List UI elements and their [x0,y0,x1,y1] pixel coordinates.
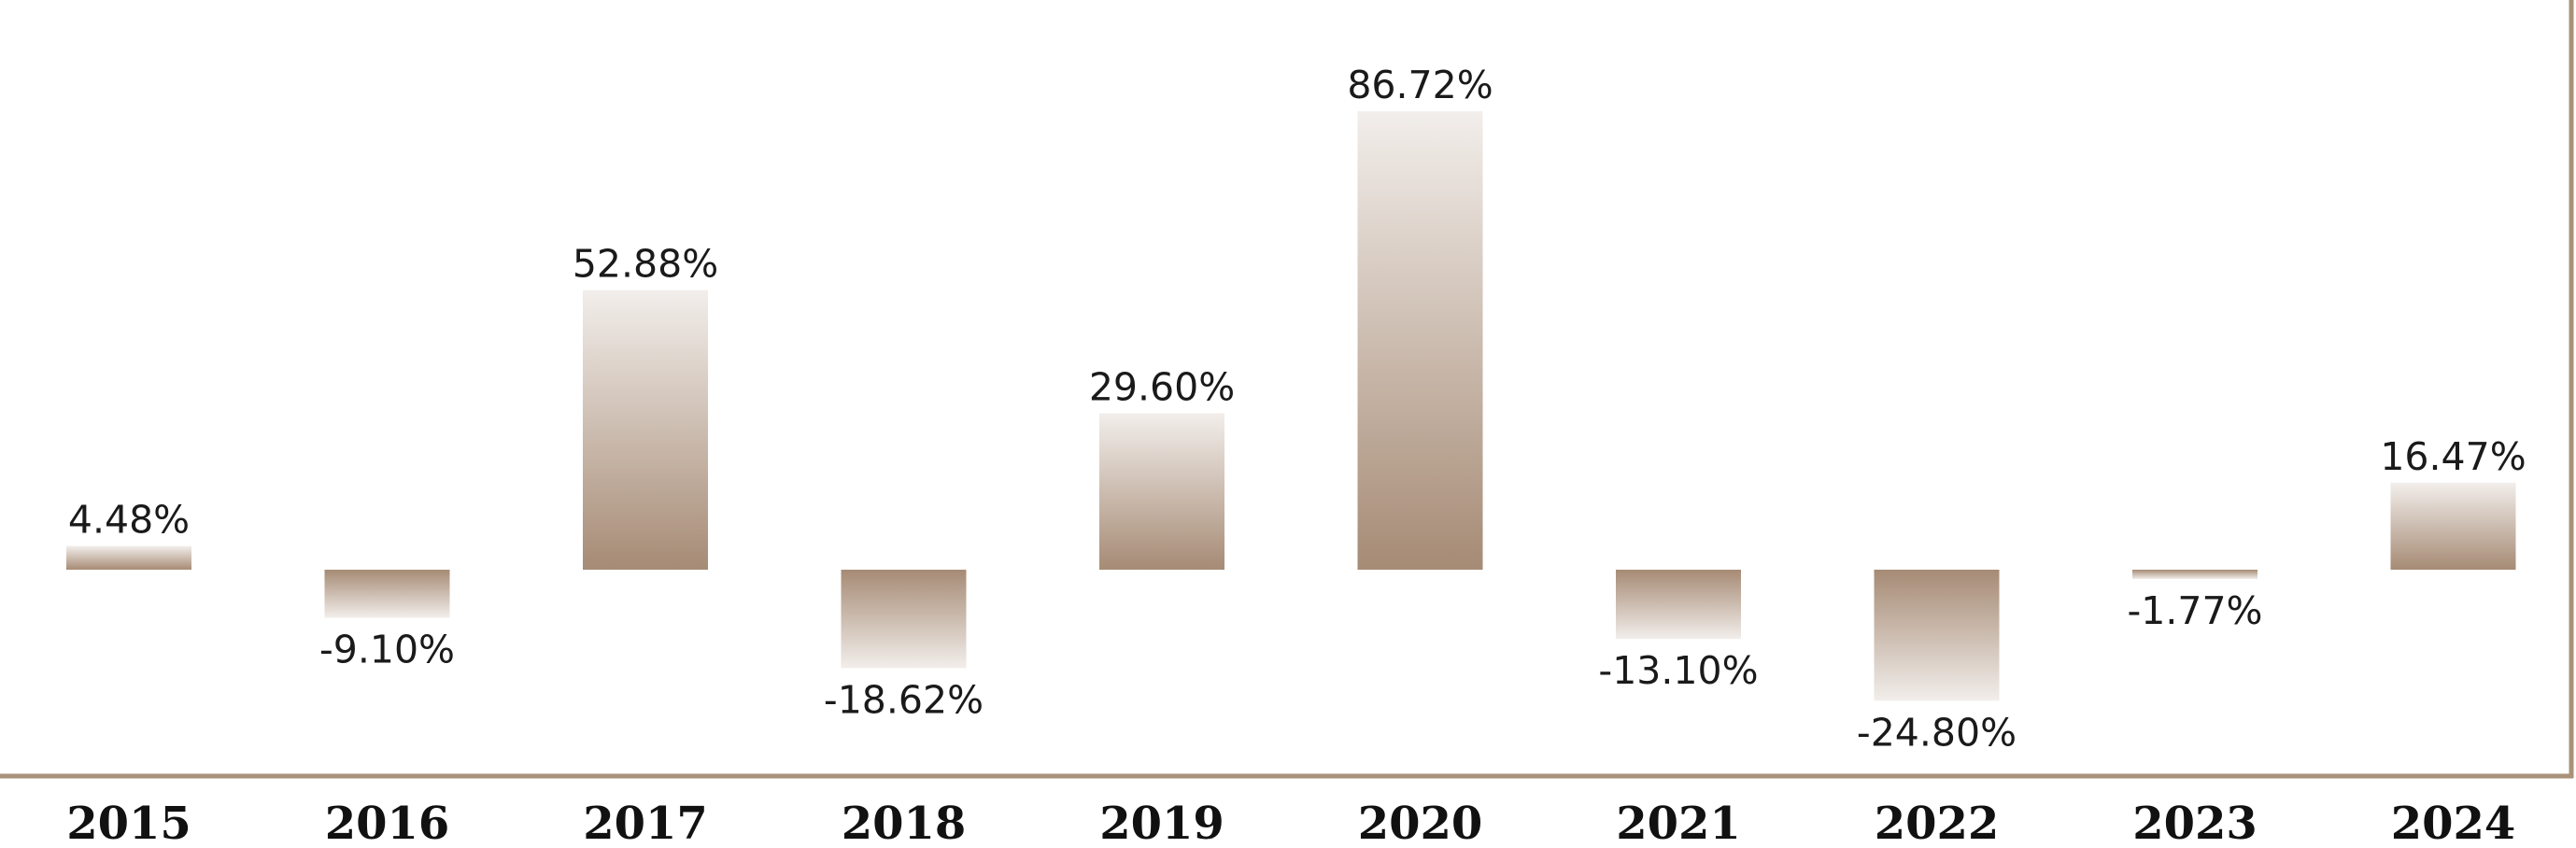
value-label-2019: 29.60% [1089,364,1235,409]
x-tick-label-2022: 2022 [1875,798,2000,848]
bar-2015 [66,545,191,570]
bar-2024 [2390,482,2516,570]
x-tick-label-2015: 2015 [66,798,191,848]
value-label-2024: 16.47% [2380,434,2526,479]
bar-2018 [841,570,967,669]
x-tick-label-2017: 2017 [583,798,708,848]
bars-layer [66,111,2516,701]
value-label-2022: -24.80% [1857,710,2017,755]
x-tick-label-2016: 2016 [325,798,450,848]
x-tick-label-2023: 2023 [2132,798,2258,848]
bar-2023 [2132,570,2258,580]
value-label-2020: 86.72% [1347,63,1493,107]
x-tick-labels-layer: 2015 2016 2017 2018 2019 2020 2021 2022 2023 2024 [66,798,2515,848]
value-labels-layer: 4.48% -9.10% 52.88% -18.62% 29.60% 86.72% -13.… [68,63,2526,755]
bar-2019 [1099,413,1224,570]
value-label-2018: -18.62% [824,677,984,722]
bar-2017 [583,290,708,570]
value-label-2015: 4.48% [68,498,190,543]
bar-2016 [324,570,450,618]
x-tick-label-2024: 2024 [2391,798,2516,848]
bar-2021 [1616,570,1741,640]
value-label-2023: -1.77% [2127,588,2262,633]
bar-2020 [1357,111,1483,571]
x-tick-label-2021: 2021 [1616,798,1741,848]
chart-frame [0,0,2574,779]
value-label-2017: 52.88% [573,242,718,287]
x-tick-label-2018: 2018 [842,798,967,848]
x-tick-label-2019: 2019 [1099,798,1224,848]
x-tick-label-2020: 2020 [1358,798,1483,848]
bar-2022 [1874,570,2000,701]
value-label-2021: -13.10% [1598,648,1758,693]
value-label-2016: -9.10% [319,628,455,672]
